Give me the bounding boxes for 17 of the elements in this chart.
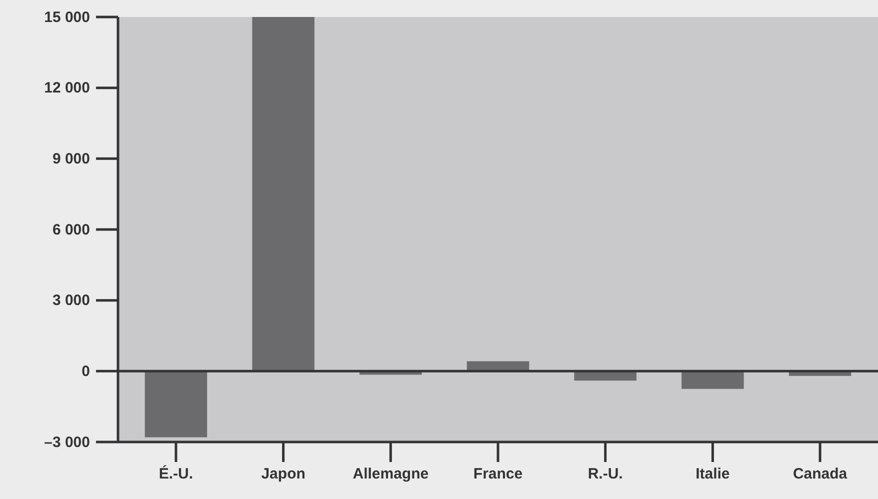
x-tick-label: É.-U. bbox=[158, 464, 194, 483]
y-tick-label: 9 000 bbox=[52, 150, 90, 168]
x-tick-label: R.-U. bbox=[588, 466, 623, 483]
x-tick-label: Italie bbox=[696, 466, 730, 483]
x-tick-label: Allemagne bbox=[352, 466, 429, 483]
y-tick-label: 0 bbox=[82, 362, 90, 380]
bar bbox=[144, 371, 208, 438]
bar bbox=[252, 17, 314, 372]
x-tick-label: Canada bbox=[792, 466, 848, 483]
x-tick-label: France bbox=[473, 466, 523, 483]
y-tick-label: –3 000 bbox=[44, 434, 90, 451]
x-tick-label: Japon bbox=[261, 466, 306, 483]
bar bbox=[682, 371, 744, 389]
y-tick-label: 3 000 bbox=[52, 292, 90, 310]
y-tick-label: 15 000 bbox=[44, 8, 90, 26]
y-tick-label: 6 000 bbox=[52, 221, 90, 238]
y-tick-label: 12 000 bbox=[44, 80, 90, 97]
